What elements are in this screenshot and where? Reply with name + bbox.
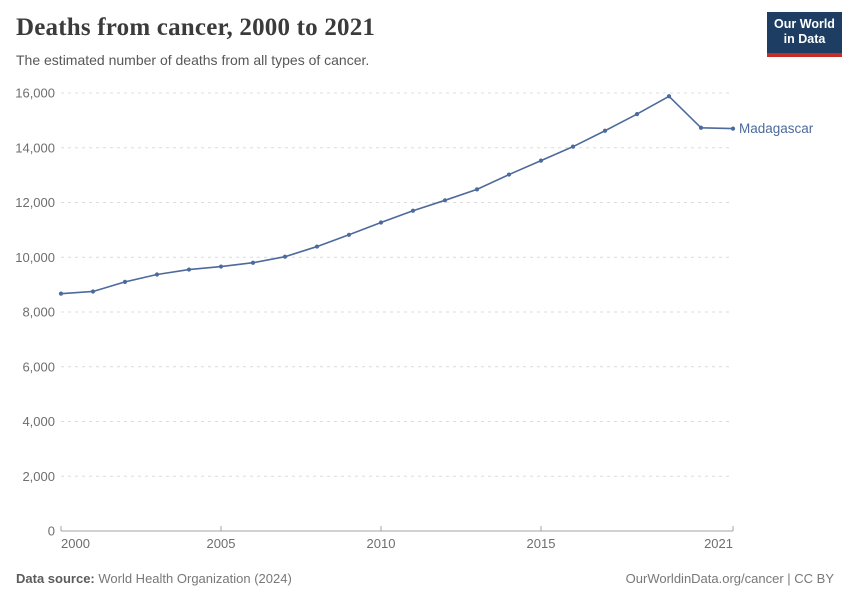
y-tick-label: 10,000 xyxy=(15,250,55,265)
data-source-label: Data source: xyxy=(16,571,95,586)
x-tick-label: 2021 xyxy=(704,536,733,551)
chart-subtitle: The estimated number of deaths from all … xyxy=(16,52,370,68)
y-tick-label: 8,000 xyxy=(22,305,55,320)
y-axis-labels: 0 2,000 4,000 6,000 8,000 10,000 12,000 14,000 1… xyxy=(15,86,55,539)
owid-logo-line1: Our World xyxy=(774,17,835,31)
y-tick-label: 4,000 xyxy=(22,414,55,429)
footer-link[interactable]: OurWorldinData.org/cancer | CC BY xyxy=(625,571,834,586)
y-tick-label: 12,000 xyxy=(15,195,55,210)
x-tick-label: 2000 xyxy=(61,536,90,551)
data-points xyxy=(58,94,736,296)
x-tick-label: 2015 xyxy=(527,536,556,551)
data-source: Data source: World Health Organization (… xyxy=(16,571,292,586)
y-tick-label: 2,000 xyxy=(22,469,55,484)
y-tick-label: 16,000 xyxy=(15,86,55,101)
data-line-madagascar xyxy=(60,95,734,295)
y-tick-label: 0 xyxy=(48,524,55,539)
gridlines xyxy=(61,92,733,477)
owid-logo-line2: in Data xyxy=(783,31,826,46)
y-tick-label: 6,000 xyxy=(22,359,55,374)
x-axis-labels: 2000 2005 2010 2015 2021 xyxy=(61,536,733,551)
page-title: Deaths from cancer, 2000 to 2021 xyxy=(16,14,376,41)
line-chart: 0 2,000 4,000 6,000 8,000 10,000 12,000 14,000 1… xyxy=(15,86,814,552)
series-label-madagascar: Madagascar xyxy=(739,121,814,136)
y-tick-label: 14,000 xyxy=(15,140,55,155)
x-axis xyxy=(60,526,734,532)
x-tick-label: 2005 xyxy=(207,536,236,551)
owid-logo: Our World in Data xyxy=(767,12,842,57)
data-source-value: World Health Organization (2024) xyxy=(94,571,292,586)
x-tick-label: 2010 xyxy=(367,536,396,551)
